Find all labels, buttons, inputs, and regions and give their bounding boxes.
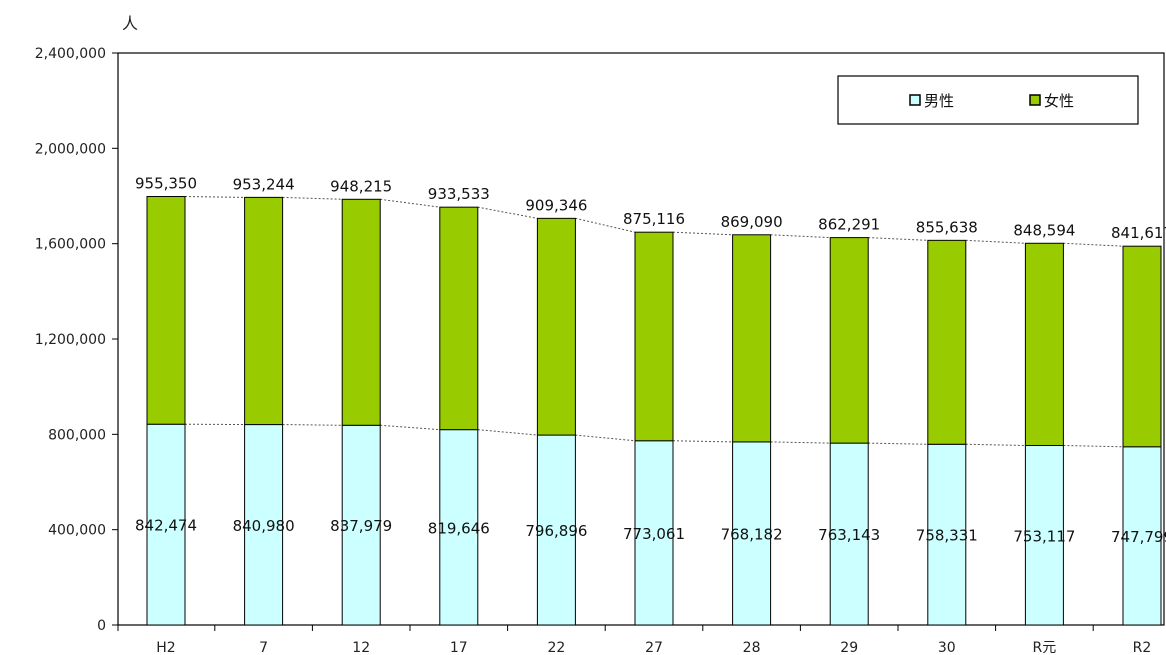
- data-label-female: 948,215: [330, 177, 392, 195]
- data-label-male: 763,143: [818, 526, 880, 544]
- series-connector-lines: [184, 196, 1124, 448]
- y-tick-label: 400,000: [48, 523, 106, 539]
- y-tick-label: 0: [97, 618, 106, 634]
- x-tick-label: 22: [547, 640, 565, 655]
- legend-label: 男性: [924, 92, 954, 110]
- data-label-female: 869,090: [721, 213, 783, 231]
- female-connector-line: [965, 239, 1026, 244]
- bar-female: [439, 206, 479, 431]
- data-label-male: 840,980: [233, 517, 295, 535]
- bar-female: [829, 237, 869, 444]
- x-tick-label: 29: [840, 640, 858, 655]
- y-axis-unit-label: 人: [122, 14, 138, 33]
- x-tick-label: 12: [352, 640, 370, 655]
- data-label-male: 837,979: [330, 517, 392, 535]
- data-label-female: 953,244: [233, 175, 295, 193]
- data-label-female: 909,346: [525, 196, 587, 214]
- data-label-male: 819,646: [428, 519, 490, 537]
- bar-female: [146, 196, 186, 425]
- data-label-male: 747,799: [1111, 528, 1166, 546]
- female-connector-line: [1063, 242, 1124, 247]
- x-tick-label: 27: [645, 640, 663, 655]
- y-tick-label: 1,200,000: [35, 332, 106, 348]
- y-axis-ticks: 0 400,000 800,000 1,200,000 1,600,000 2,000,0…: [35, 46, 118, 634]
- data-label-female: 862,291: [818, 216, 880, 234]
- female-connector-line: [868, 237, 928, 241]
- bar-female: [244, 196, 284, 426]
- bar-male: [536, 434, 576, 626]
- bar-female: [927, 239, 967, 445]
- bars: [146, 196, 1162, 626]
- y-tick-label: 800,000: [48, 427, 106, 443]
- bar-female: [1122, 245, 1162, 448]
- bar-female: [1024, 242, 1064, 447]
- female-connector-line: [770, 234, 831, 239]
- x-tick-label: 30: [938, 640, 956, 655]
- legend-label: 女性: [1044, 92, 1074, 110]
- female-connector-line: [184, 196, 245, 198]
- male-connector-line: [868, 442, 928, 445]
- data-label-male: 773,061: [623, 525, 685, 543]
- male-connector-line: [770, 441, 831, 444]
- bar-female: [341, 198, 381, 426]
- data-label-female: 875,116: [623, 210, 685, 228]
- bar-female: [536, 217, 576, 436]
- data-label-female: 955,350: [135, 175, 197, 193]
- male-connector-line: [672, 440, 733, 443]
- data-label-male: 758,331: [916, 527, 978, 545]
- data-label-female: 841,617: [1111, 224, 1166, 242]
- bar-male: [634, 440, 674, 626]
- male-connector-line: [965, 443, 1026, 447]
- male-connector-line: [282, 424, 343, 426]
- legend: 男性 女性: [837, 75, 1139, 125]
- male-connector-line: [575, 434, 636, 442]
- female-connector-line: [672, 231, 733, 236]
- x-tick-label: R2: [1133, 640, 1152, 655]
- legend-box: [837, 75, 1139, 125]
- bar-male: [829, 442, 869, 626]
- y-tick-label: 2,400,000: [35, 46, 106, 62]
- x-tick-label: 7: [259, 640, 268, 655]
- data-label-male: 796,896: [525, 522, 587, 540]
- legend-swatch: [1029, 94, 1041, 106]
- bar-male: [927, 443, 967, 626]
- data-label-female: 855,638: [916, 218, 978, 236]
- bar-male: [732, 441, 772, 626]
- male-connector-line: [380, 424, 440, 431]
- x-axis-ticks: H2 7 12 17 22 27 28 29 30 R元 R2: [117, 625, 1152, 655]
- x-tick-label: 17: [450, 640, 468, 655]
- y-tick-label: 2,000,000: [35, 141, 106, 157]
- x-tick-label: H2: [156, 640, 175, 655]
- bar-male: [146, 423, 186, 626]
- data-label-male: 753,117: [1013, 527, 1075, 545]
- y-tick-label: 1,600,000: [35, 237, 106, 253]
- male-connector-line: [1063, 445, 1124, 448]
- female-connector-line: [282, 196, 343, 200]
- data-label-female: 933,533: [428, 185, 490, 203]
- male-connector-line: [477, 429, 538, 436]
- legend-swatch: [909, 94, 921, 106]
- data-label-female: 848,594: [1013, 221, 1075, 239]
- data-labels: 842,474 955,350 840,980 953,244 837,979 948,2…: [135, 175, 1166, 546]
- data-label-male: 768,182: [721, 525, 783, 543]
- bar-female: [732, 234, 772, 443]
- data-label-male: 842,474: [135, 517, 197, 535]
- x-tick-label: 28: [743, 640, 761, 655]
- bar-female: [634, 231, 674, 442]
- bar-male: [439, 429, 479, 626]
- x-tick-label: R元: [1033, 640, 1057, 655]
